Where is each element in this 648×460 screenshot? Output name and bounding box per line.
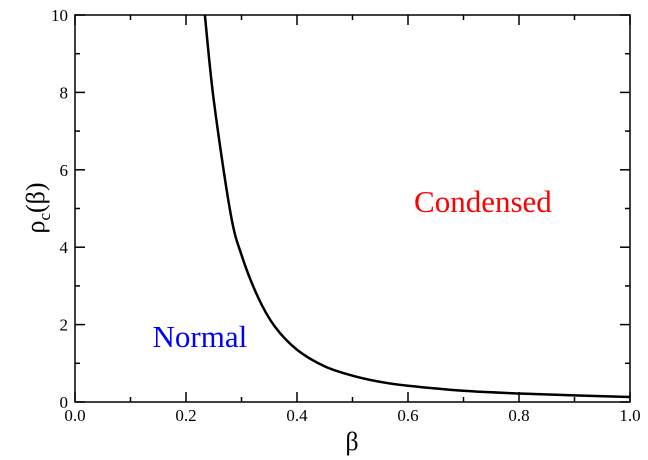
x-tick-label: 0.2 <box>175 406 196 425</box>
critical-density-curve <box>203 14 631 399</box>
axis-tick-labels: 0.0 0.2 0.4 0.6 0.8 1.0 0 2 4 6 8 10 <box>51 6 641 425</box>
region-label-condensed: Condensed <box>414 184 552 219</box>
y-tick-label: 10 <box>51 6 68 25</box>
y-axis-title-base: ρ <box>21 221 50 234</box>
y-tick-label: 0 <box>60 393 69 412</box>
y-tick-label: 8 <box>60 83 69 102</box>
y-axis-title-suffix: (β) <box>21 182 50 213</box>
x-tick-label: 0.4 <box>286 406 308 425</box>
y-tick-label: 4 <box>60 238 69 257</box>
y-axis-title-subscript: c <box>35 213 54 221</box>
y-tick-label: 6 <box>60 161 69 180</box>
x-tick-label: 0.8 <box>508 406 529 425</box>
region-label-normal: Normal <box>153 319 248 354</box>
y-axis-title: ρc(β) <box>21 182 54 233</box>
x-axis-title: β <box>345 427 358 456</box>
x-tick-label: 0.0 <box>64 406 85 425</box>
x-tick-label: 0.6 <box>397 406 418 425</box>
region-annotations: Condensed Normal <box>153 184 553 354</box>
y-tick-label: 2 <box>60 316 69 335</box>
axis-ticks <box>74 14 631 403</box>
x-tick-label: 1.0 <box>619 406 640 425</box>
